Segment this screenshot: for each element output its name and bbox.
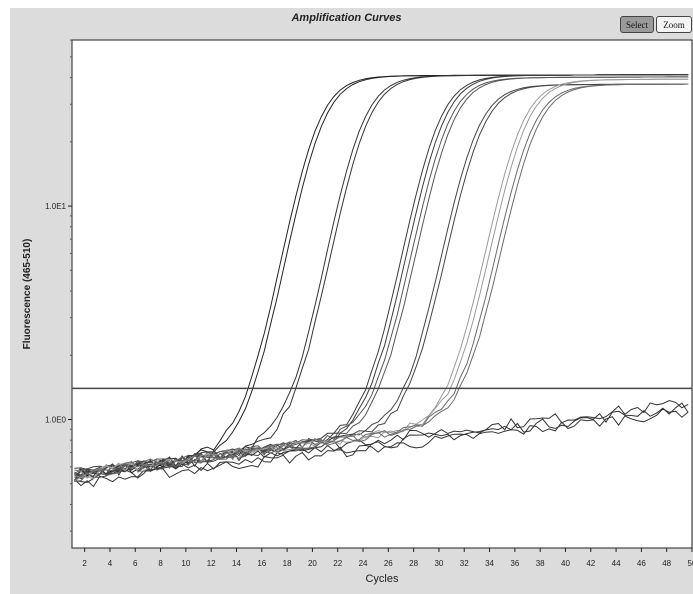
x-tick-label: 48 (662, 559, 671, 568)
x-tick-label: 28 (409, 559, 418, 568)
chart-title: Amplification Curves (291, 12, 402, 24)
x-tick-label: 14 (232, 559, 241, 568)
x-tick-label: 34 (485, 559, 494, 568)
select-button[interactable]: Select (620, 16, 654, 33)
y-axis-label: Fluorescence (465-510) (22, 239, 33, 350)
x-tick-label: 30 (434, 559, 443, 568)
x-tick-label: 44 (612, 559, 621, 568)
negative-curve[interactable] (74, 399, 689, 476)
x-tick-label: 46 (637, 559, 646, 568)
x-tick-label: 50 (688, 559, 693, 568)
x-tick-label: 16 (257, 559, 266, 568)
negative-curve[interactable] (74, 402, 689, 483)
x-tick-label: 6 (133, 559, 138, 568)
x-tick-label: 24 (359, 559, 368, 568)
x-tick-label: 2 (82, 559, 87, 568)
x-tick-label: 4 (108, 559, 113, 568)
x-tick-label: 8 (158, 559, 163, 568)
x-tick-label: 12 (207, 559, 216, 568)
plot-area[interactable] (71, 39, 693, 549)
x-tick-label: 20 (308, 559, 317, 568)
x-tick-label: 10 (181, 559, 190, 568)
amplification-curve[interactable] (74, 83, 689, 478)
amplification-curve[interactable] (74, 83, 689, 477)
x-tick-label: 18 (283, 559, 292, 568)
x-tick-label: 36 (510, 559, 519, 568)
x-tick-label: 42 (586, 559, 595, 568)
zoom-button[interactable]: Zoom (656, 16, 692, 33)
x-tick-label: 22 (333, 559, 342, 568)
negative-curve[interactable] (74, 408, 689, 488)
y-tick-label: 1.0E1 (45, 202, 66, 211)
x-tick-label: 38 (536, 559, 545, 568)
amplification-curve[interactable] (74, 83, 689, 481)
x-axis-label: Cycles (365, 573, 399, 585)
x-tick-label: 40 (561, 559, 570, 568)
x-tick-label: 26 (384, 559, 393, 568)
y-tick-label: 1.0E0 (45, 416, 66, 425)
x-tick-label: 32 (460, 559, 469, 568)
